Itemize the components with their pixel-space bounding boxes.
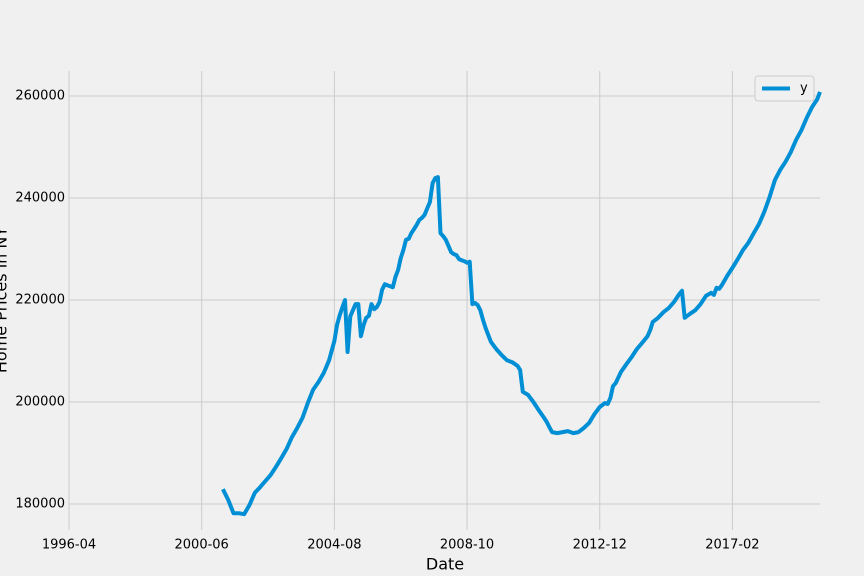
legend-label: y <box>800 81 808 96</box>
x-axis-label: Date <box>426 555 464 574</box>
y-tick-label: 180000 <box>15 496 65 511</box>
x-tick-label: 2012-12 <box>573 538 627 553</box>
y-axis-label: Home Prices in NY <box>0 227 11 373</box>
y-tick-label: 240000 <box>15 190 65 205</box>
y-tick-label: 220000 <box>15 292 65 307</box>
x-tick-label: 2000-06 <box>175 538 229 553</box>
y-tick-label: 260000 <box>15 88 65 103</box>
x-tick-label: 1996-04 <box>42 538 96 553</box>
line <box>221 91 822 517</box>
x-tick-label: 2004-08 <box>307 538 361 553</box>
x-tick-label: 2008-10 <box>440 538 494 553</box>
legend: y <box>754 75 815 102</box>
x-tick-label: 2017-02 <box>705 538 759 553</box>
y-tick-label: 200000 <box>15 394 65 409</box>
